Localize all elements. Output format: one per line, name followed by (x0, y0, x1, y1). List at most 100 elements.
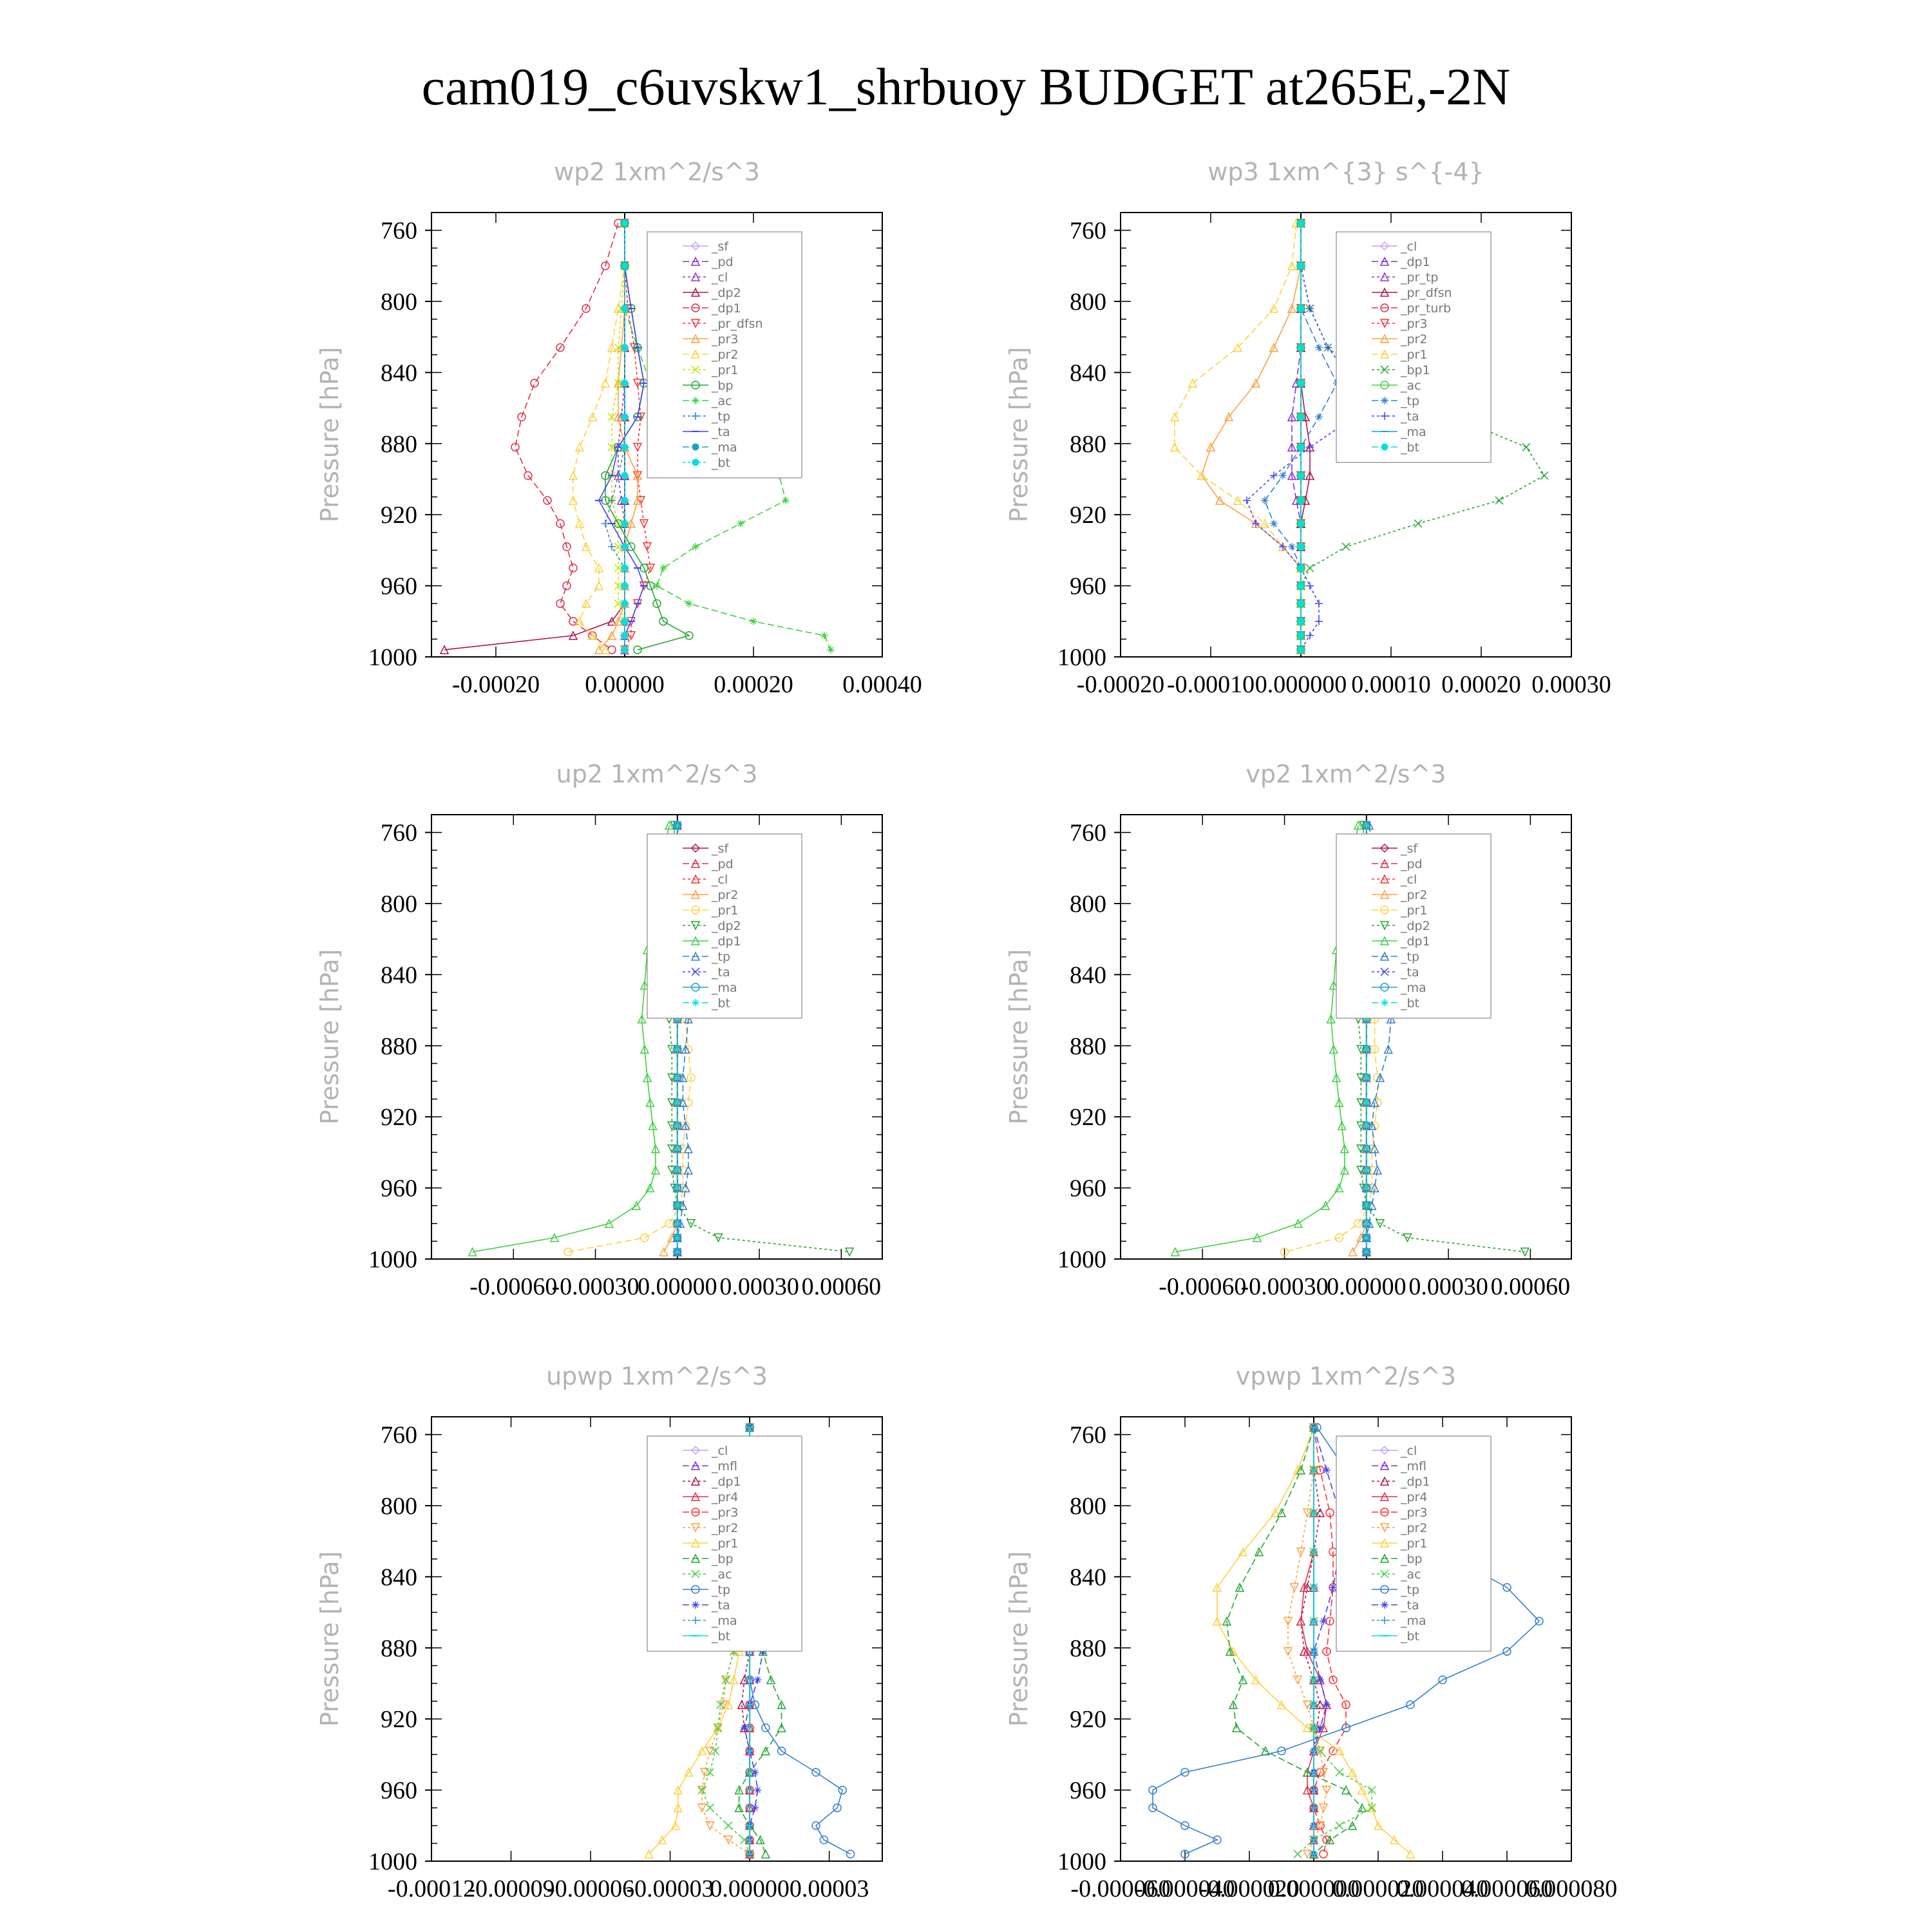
x-tick-label: 0.000080 (1526, 1875, 1618, 1902)
data-point (1289, 1583, 1300, 1593)
data-point (1319, 1850, 1328, 1859)
y-tick-label: 880 (381, 1033, 417, 1060)
y-tick-label: 840 (1070, 359, 1106, 386)
data-point (581, 542, 591, 551)
legend-label: _tp (711, 410, 730, 424)
data-point (683, 1014, 694, 1024)
legend-marker (1379, 1445, 1390, 1455)
data-point (1212, 1582, 1222, 1592)
x-tick-label: 0.00030 (719, 1273, 799, 1300)
data-point (1372, 1165, 1383, 1175)
legend-label: _ma (711, 1614, 737, 1628)
data-point (1197, 470, 1207, 480)
data-point (604, 1218, 614, 1228)
legend-marker (1380, 303, 1389, 312)
data-point (1277, 1747, 1286, 1756)
data-point (587, 630, 598, 640)
x-tick-label: 0.000020 (1332, 1875, 1425, 1902)
x-tick-label: -0.000060 (1070, 1875, 1170, 1902)
data-point (1502, 1647, 1511, 1656)
plot-frame (431, 814, 883, 1260)
y-tick-label: 920 (1070, 1104, 1106, 1131)
legend-label: _pr1 (1400, 348, 1427, 362)
data-point (1335, 1768, 1344, 1777)
data-point (1329, 1583, 1337, 1591)
panel-title: vp2 1xm^2/s^3 (1245, 760, 1446, 788)
data-point (562, 542, 571, 551)
data-point (594, 645, 604, 654)
legend-label: _pr2 (711, 888, 738, 902)
legend-marker (690, 241, 701, 251)
data-point (705, 1747, 715, 1756)
data-point (1297, 305, 1305, 312)
series_bt (1310, 1426, 1318, 1855)
data-point (639, 519, 649, 529)
data-point (608, 497, 616, 505)
legend-label: _dp2 (711, 286, 741, 300)
legend-label: _mfl (711, 1459, 737, 1473)
data-point (761, 1746, 771, 1756)
series_pr1 (1212, 1422, 1416, 1859)
legend-label: _pr2 (1400, 888, 1427, 902)
data-point (1251, 378, 1261, 388)
data-point (1252, 520, 1260, 527)
legend-marker (690, 1553, 701, 1563)
data-point (1222, 1616, 1232, 1626)
legend-marker (1380, 1508, 1389, 1517)
chart-panel-6: vpwp 1xm^2/s^3 Pressure [hPa] 760 800 840 880… (1005, 1362, 1617, 1902)
data-point (601, 261, 610, 270)
data-point (608, 542, 616, 551)
data-point (1347, 1767, 1358, 1777)
data-point (1325, 1835, 1335, 1844)
legend-marker (1379, 1538, 1390, 1548)
legend-label: _ta (711, 965, 730, 980)
data-point (1334, 1746, 1345, 1756)
data-point (530, 379, 539, 388)
data-point (1269, 343, 1279, 352)
legend-label: _pr4 (1400, 1490, 1427, 1504)
legend: _cl_mfl_dp1_pr4_pr3_pr2_pr1_bp_ac_tp_ta_… (647, 1435, 802, 1652)
plot-frame (1120, 814, 1572, 1260)
data-point (683, 1165, 694, 1175)
data-point (687, 1073, 696, 1083)
panel-title: up2 1xm^2/s^3 (556, 760, 758, 788)
data-point (581, 598, 591, 608)
data-point (1337, 1121, 1347, 1130)
legend-label: _pr1 (711, 904, 738, 918)
x-tick-label: 0.00000 (585, 671, 665, 698)
data-point (1315, 600, 1323, 608)
data-point (723, 1700, 734, 1709)
data-point (594, 580, 604, 591)
y-tick-label: 760 (381, 218, 417, 245)
data-point (1252, 1233, 1262, 1242)
x-tick-label: -0.00009 (467, 1875, 554, 1902)
data-point (1362, 1166, 1370, 1174)
legend-label: _dp1 (1400, 255, 1430, 269)
data-point (543, 496, 552, 505)
data-point (574, 616, 585, 626)
data-point (1243, 497, 1251, 505)
legend-marker (692, 397, 699, 404)
y-tick-label: 840 (381, 961, 417, 989)
data-point (642, 542, 652, 552)
legend-label: _ma (711, 440, 737, 455)
legend-marker (1380, 381, 1389, 390)
legend-box (647, 231, 802, 478)
data-point (1334, 1233, 1344, 1242)
data-point (683, 1144, 694, 1153)
legend-marker (692, 412, 699, 420)
data-point (673, 1166, 681, 1174)
data-point (1302, 1508, 1312, 1518)
legend-label: _cl (1400, 873, 1417, 887)
y-tick-label: 920 (381, 1706, 417, 1733)
legend: _cl_mfl_dp1_pr4_pr3_pr2_pr1_bp_ac_tp_ta_… (1336, 1435, 1492, 1652)
legend-box (1336, 231, 1492, 463)
y-tick-label: 960 (381, 1175, 417, 1202)
legend-marker (1379, 1553, 1390, 1563)
legend-marker (690, 843, 701, 853)
data-point (1269, 303, 1279, 313)
data-point (632, 495, 643, 505)
data-point (568, 470, 578, 480)
data-point (621, 413, 629, 421)
data-point (614, 599, 623, 608)
